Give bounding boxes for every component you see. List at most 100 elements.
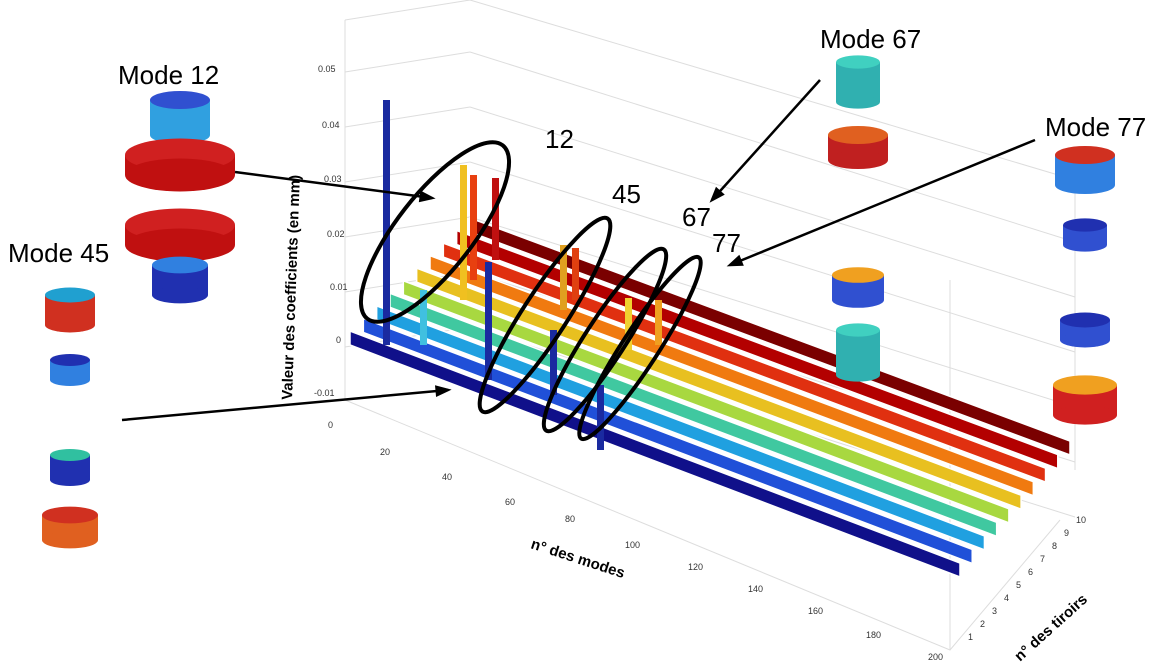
mode-shape <box>125 228 235 262</box>
arrow <box>729 138 1036 267</box>
spike <box>625 298 632 350</box>
arrow <box>121 388 449 422</box>
mode-shape <box>42 531 98 549</box>
spike <box>460 165 467 300</box>
mode-shape <box>832 292 884 308</box>
ribbon <box>442 242 1047 484</box>
spike <box>655 300 662 345</box>
ellipse <box>541 246 669 434</box>
spike <box>383 100 390 345</box>
grid-line <box>469 106 1076 298</box>
mode-shape <box>42 506 98 524</box>
y-axis-label: Valeur des coefficients (en mm) <box>279 175 304 401</box>
z-tick-label: 5 <box>1016 580 1021 590</box>
spike <box>550 330 557 395</box>
highlight-ellipses <box>358 140 703 442</box>
mode-shape <box>836 330 880 375</box>
x-tick-label: 80 <box>565 514 575 524</box>
mode-shape <box>125 158 235 192</box>
z-tick-label: 1 <box>968 632 973 642</box>
mode-shape <box>50 474 90 486</box>
y-tick-label: 0 <box>336 335 341 345</box>
mode-label: Mode 67 <box>820 24 921 54</box>
x-tick-label: 200 <box>928 652 943 662</box>
ribbons <box>349 100 1071 579</box>
y-tick-label: 0.03 <box>324 174 342 184</box>
ribbon <box>349 329 961 579</box>
mode-shape <box>1060 332 1110 348</box>
ellipse <box>477 215 613 415</box>
arrow-head <box>418 190 436 203</box>
grid-line <box>469 51 1076 243</box>
grid-line <box>344 51 471 73</box>
mode-shape <box>828 126 888 144</box>
mode-shapes <box>42 55 1117 549</box>
y-tick-label: 0.05 <box>318 64 336 74</box>
callout: 67 <box>682 202 711 232</box>
spike <box>560 245 567 310</box>
arrow-head <box>709 186 725 203</box>
ribbon <box>415 267 1022 511</box>
mode-shape <box>1063 238 1107 252</box>
arrow-head <box>434 385 452 398</box>
mode-shape <box>1063 218 1107 232</box>
mode-shape <box>45 287 95 303</box>
y-tick-label: 0.04 <box>322 120 340 130</box>
callout: 45 <box>612 179 641 209</box>
mode-shape <box>50 354 90 366</box>
x-tick-label: 140 <box>748 584 763 594</box>
mode-shape <box>836 323 880 337</box>
mode-shape <box>836 62 880 102</box>
mode-shape <box>1055 176 1115 194</box>
ribbon <box>455 229 1059 470</box>
x-tick-label: 180 <box>866 630 881 640</box>
mode-shape <box>1053 375 1117 395</box>
box-edge <box>344 20 1061 651</box>
mode-shape <box>150 91 210 109</box>
spike <box>572 248 579 300</box>
callout: 77 <box>712 228 741 258</box>
z-tick-label: 3 <box>992 606 997 616</box>
ellipse <box>577 254 703 442</box>
mode-shape <box>836 55 880 69</box>
arrow <box>234 170 433 200</box>
z-tick-label: 9 <box>1064 528 1069 538</box>
z-tick-label: 6 <box>1028 567 1033 577</box>
mode-shape <box>828 151 888 169</box>
x-tick-label: 60 <box>505 497 515 507</box>
mode-shape <box>1055 146 1115 164</box>
arrow-head <box>726 254 744 267</box>
callout: 12 <box>545 124 574 154</box>
x-tick-label: 20 <box>380 447 390 457</box>
mode-shape <box>152 256 208 274</box>
arrows <box>121 79 1036 422</box>
x-tick-label: 0 <box>328 420 333 430</box>
mode-label: Mode 77 <box>1045 112 1146 142</box>
ellipse <box>358 140 512 324</box>
mode-shape <box>152 286 208 304</box>
z-tick-label: 8 <box>1052 541 1057 551</box>
ribbon <box>375 304 986 551</box>
spike <box>485 262 492 380</box>
z-tick-label: 10 <box>1076 515 1086 525</box>
x-tick-label: 120 <box>688 562 703 572</box>
z-axis-label: n° des tiroirs <box>1011 591 1091 664</box>
grid-line <box>344 216 471 238</box>
grid-line <box>469 161 1076 353</box>
y-tick-label: -0.01 <box>314 388 335 398</box>
z-tick-label: 2 <box>980 619 985 629</box>
x-tick-label: 160 <box>808 606 823 616</box>
grid-line <box>469 216 1076 408</box>
mode-shape <box>45 317 95 333</box>
mode-shape <box>836 368 880 382</box>
grid-line <box>344 161 471 183</box>
z-tick-label: 7 <box>1040 554 1045 564</box>
mode-shape <box>836 95 880 109</box>
x-axis-label: n° des modes <box>529 536 627 582</box>
spike <box>470 175 477 280</box>
mode-shape <box>1053 405 1117 425</box>
ribbon <box>362 317 973 565</box>
y-tick-label: 0.01 <box>330 282 348 292</box>
mode-shape <box>832 267 884 283</box>
